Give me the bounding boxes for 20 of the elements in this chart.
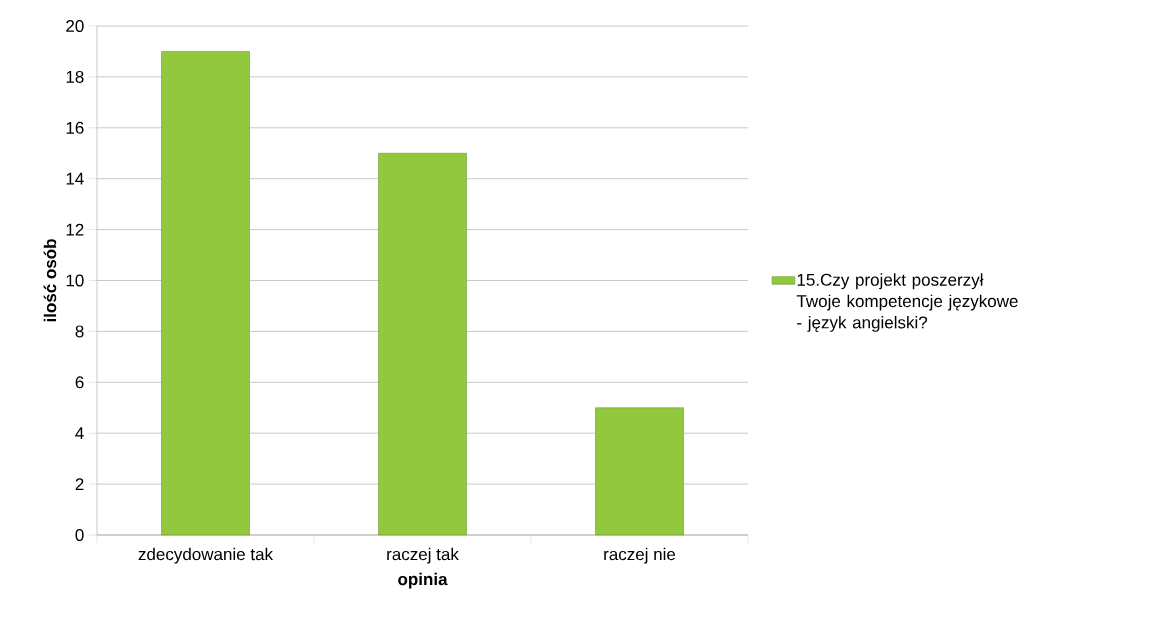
x-tick-label: raczej nie	[604, 547, 676, 564]
x-axis-title: opinia	[398, 572, 448, 589]
x-tick-label: zdecydowanie tak	[138, 547, 274, 564]
y-tick-label: 0	[75, 528, 84, 542]
y-tick-label: 8	[75, 325, 84, 338]
y-tick-label: 20	[66, 19, 84, 33]
y-tick-label: 12	[66, 223, 84, 236]
legend-label: 15.Czy projekt poszerzył Twoje kompetencje językowe - język angielski?	[796, 273, 1018, 332]
y-tick-label: 2	[75, 478, 84, 491]
y-tick-label: 18	[66, 70, 84, 83]
x-tick-label: raczej tak	[387, 547, 459, 564]
y-tick-label: 16	[66, 121, 84, 134]
y-tick-label: 6	[75, 376, 84, 389]
y-tick-label: 4	[75, 427, 84, 440]
bar	[595, 407, 684, 536]
bar	[161, 51, 250, 536]
y-tick-label: 14	[66, 172, 84, 185]
bar	[378, 152, 467, 536]
y-tick-label: 10	[66, 274, 84, 287]
y-axis-title: ilość osób	[43, 239, 57, 322]
